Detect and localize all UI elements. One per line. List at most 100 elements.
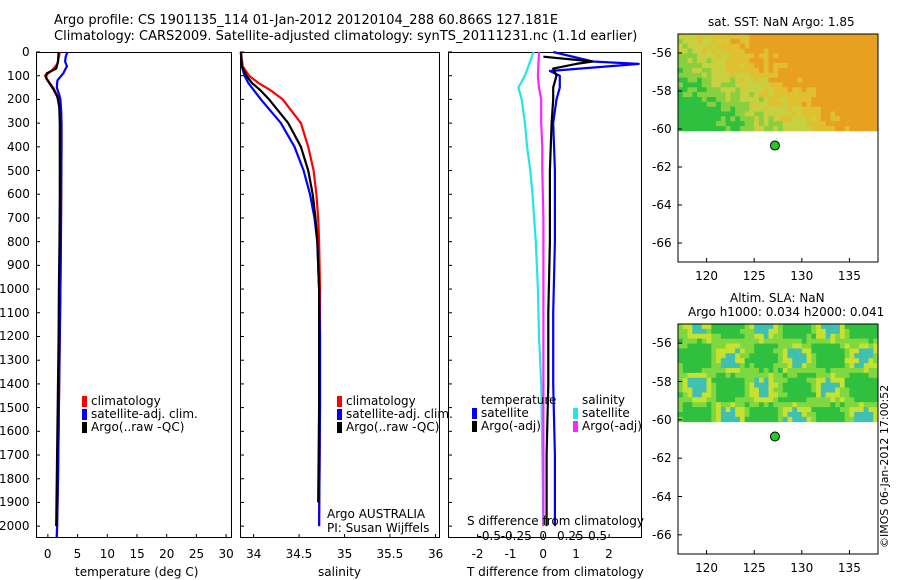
x-tick-label: 0: [43, 547, 52, 561]
map-cell: [868, 333, 874, 340]
map-cell: [816, 343, 822, 349]
x-tick-label: 1: [572, 547, 580, 561]
map-cell: [749, 377, 755, 384]
map-cell: [697, 353, 703, 359]
map-cell: [782, 392, 788, 398]
map-cell: [782, 348, 788, 354]
lat-tick-label: -62: [652, 160, 672, 174]
map-cell: [778, 121, 784, 127]
map-cell: [811, 407, 817, 413]
map-cell: [711, 106, 717, 112]
map-cell: [820, 367, 827, 374]
map-cell: [849, 343, 855, 349]
map-cell: [682, 101, 688, 108]
map-cell: [758, 338, 765, 344]
map-cell: [835, 116, 841, 122]
map-cell: [849, 372, 855, 379]
map-cell: [854, 38, 860, 45]
sal-legend-satellite: satellite-adj. clim.: [346, 407, 453, 421]
map-cell: [787, 92, 793, 98]
map-cell: [849, 348, 855, 354]
map-cell: [797, 363, 803, 369]
depth-tick-label: 400: [7, 139, 30, 154]
map-cell: [778, 43, 784, 49]
map-cell: [687, 348, 693, 354]
map-cell: [735, 402, 741, 408]
map-cell: [873, 111, 879, 117]
map-cell: [716, 77, 722, 83]
map-cell: [720, 72, 727, 79]
map-cell: [725, 106, 731, 112]
map-cell: [863, 53, 869, 59]
map-cell: [735, 338, 741, 344]
map-cell: [811, 82, 817, 88]
map-cell: [801, 87, 807, 93]
legend-swatch-argo: [82, 422, 87, 433]
map-cell: [735, 77, 741, 83]
map-cell: [863, 48, 869, 54]
map-cell: [797, 34, 803, 40]
map-cell: [692, 353, 698, 359]
map-cell: [697, 411, 703, 418]
map-cell: [697, 377, 703, 384]
map-cell: [778, 63, 784, 69]
map-cell: [806, 48, 812, 54]
map-cell: [797, 53, 803, 59]
map-cell: [739, 402, 746, 408]
map-cell: [716, 106, 722, 112]
map-cell: [720, 367, 727, 374]
map-cell: [863, 63, 869, 69]
map-cell: [716, 121, 722, 127]
map-cell: [854, 348, 860, 354]
map-cell: [754, 126, 760, 132]
legend-swatch-satellite: [82, 409, 87, 420]
map-cell: [739, 416, 746, 423]
map-cell: [811, 363, 817, 369]
map-cell: [678, 377, 684, 384]
map-cell: [692, 392, 698, 398]
map-cell: [687, 67, 693, 74]
map-cell: [873, 82, 879, 88]
map-cell: [763, 34, 769, 40]
map-cell: [768, 377, 774, 384]
map-cell: [773, 53, 779, 59]
map-cell: [873, 402, 879, 408]
map-cell: [730, 48, 736, 54]
map-cell: [873, 34, 879, 40]
map-cell: [773, 87, 779, 93]
map-cell: [787, 328, 793, 335]
map-cell: [801, 348, 807, 354]
map-cell: [797, 382, 803, 388]
map-cell: [835, 411, 841, 418]
map-cell: [763, 382, 769, 388]
map-cell: [839, 338, 846, 344]
map-cell: [816, 116, 822, 122]
map-cell: [682, 38, 688, 45]
map-cell: [711, 96, 717, 103]
map-cell: [758, 343, 765, 349]
map-cell: [749, 58, 755, 64]
map-cell: [797, 116, 803, 122]
map-cell: [797, 77, 803, 83]
map-cell: [720, 416, 727, 423]
map-cell: [697, 53, 703, 59]
t-difference-axis-label: T difference from climatology: [467, 565, 644, 579]
map-cell: [811, 58, 817, 64]
map-cell: [730, 63, 736, 69]
map-cell: [758, 372, 765, 379]
map-cell: [754, 58, 760, 64]
map-cell: [782, 77, 788, 83]
map-cell: [849, 324, 855, 330]
map-cell: [697, 82, 703, 88]
map-cell: [844, 58, 850, 64]
map-cell: [678, 333, 684, 340]
map-cell: [692, 377, 698, 384]
map-cell: [863, 328, 869, 335]
map-cell: [806, 43, 812, 49]
map-cell: [773, 72, 779, 79]
map-cell: [835, 333, 841, 340]
map-cell: [825, 87, 831, 93]
map-cell: [739, 48, 746, 54]
map-cell: [725, 101, 731, 108]
map-cell: [682, 53, 688, 59]
